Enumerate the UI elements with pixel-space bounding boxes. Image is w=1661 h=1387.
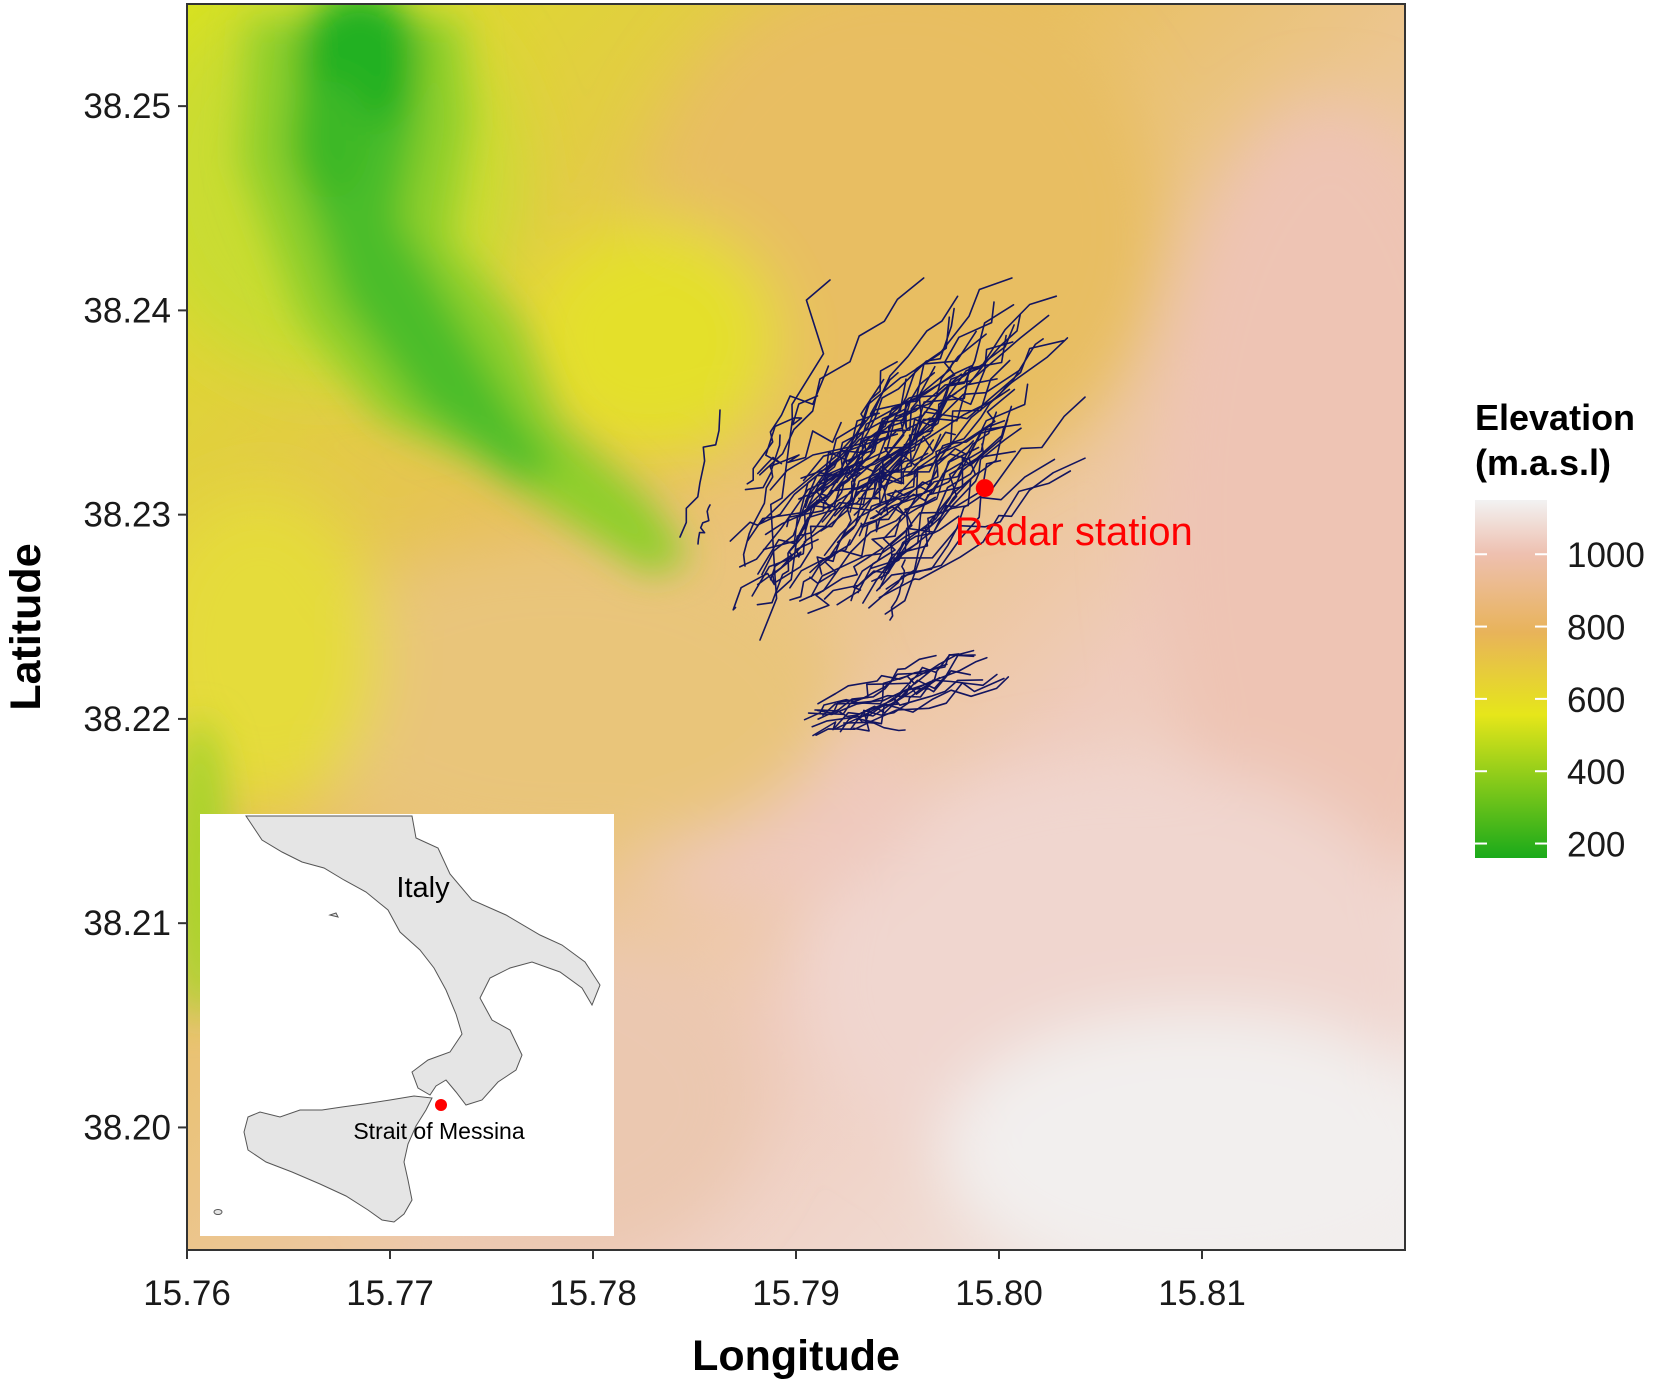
small-island xyxy=(328,912,339,918)
y-axis: 38.20 38.21 38.22 38.23 38.24 38.25 xyxy=(83,87,187,1147)
y-axis-title: Latitude xyxy=(2,543,50,710)
inset-place-label: Strait of Messina xyxy=(353,1118,524,1144)
radar-station-label: Radar station xyxy=(955,510,1193,554)
bird-track xyxy=(830,339,1065,492)
bird-track xyxy=(868,458,1056,609)
y-tick-label: 38.20 xyxy=(83,1108,171,1147)
italy-mainland xyxy=(245,815,601,1106)
sicily xyxy=(243,1095,433,1223)
bird-track xyxy=(801,378,998,515)
legend-title-line1: Elevation xyxy=(1475,397,1635,438)
bird-track xyxy=(858,359,1011,537)
bird-track xyxy=(849,671,938,731)
bird-track xyxy=(697,504,711,545)
bird-track xyxy=(759,277,925,476)
bird-track xyxy=(751,419,938,597)
bird-track xyxy=(760,330,977,524)
bird-track xyxy=(815,677,1005,736)
bird-track xyxy=(817,654,975,705)
bird-track xyxy=(878,439,935,521)
bird-track xyxy=(869,453,969,520)
bird-track xyxy=(889,559,906,621)
bird-track xyxy=(843,656,988,724)
bird-track xyxy=(789,539,851,601)
bird-track xyxy=(836,496,936,606)
bird-track xyxy=(877,301,995,483)
bird-track xyxy=(756,471,861,586)
legend-tick-label: 400 xyxy=(1567,753,1625,792)
x-tick-label: 15.76 xyxy=(143,1274,231,1313)
legend-tick-label: 1000 xyxy=(1567,536,1645,575)
bird-track xyxy=(744,421,842,491)
bird-track xyxy=(816,663,948,715)
bird-track xyxy=(759,279,831,641)
bird-track xyxy=(880,443,985,581)
y-tick-label: 38.22 xyxy=(83,700,171,739)
bird-track xyxy=(742,434,781,567)
y-tick-label: 38.24 xyxy=(83,291,171,330)
bird-track xyxy=(885,383,1029,590)
bird-track xyxy=(804,361,898,509)
bird-track xyxy=(824,361,954,475)
inset-country-label: Italy xyxy=(396,872,450,904)
bird-track xyxy=(802,295,959,482)
bird-track xyxy=(857,440,975,594)
elevation-legend: Elevation (m.a.s.l) 1000 800 600 400 200 xyxy=(1475,397,1645,865)
bird-track xyxy=(757,378,885,575)
bird-track xyxy=(836,307,955,484)
bird-track xyxy=(746,365,830,485)
bird-track xyxy=(809,516,881,585)
bird-track xyxy=(732,538,819,611)
x-tick-label: 15.79 xyxy=(752,1274,840,1313)
legend-tick-label: 200 xyxy=(1567,826,1625,865)
bird-track xyxy=(800,277,1013,479)
y-tick-label: 38.23 xyxy=(83,496,171,535)
legend-tick-label: 600 xyxy=(1567,681,1625,720)
bird-track xyxy=(834,676,1010,730)
bird-track xyxy=(870,459,1002,570)
bird-track xyxy=(822,366,980,511)
bird-track xyxy=(856,653,960,721)
legend-tick-label: 800 xyxy=(1567,609,1625,648)
radar-station-marker xyxy=(975,479,994,498)
bird-track xyxy=(814,709,906,732)
bird-track xyxy=(878,457,1086,599)
bird-track xyxy=(757,395,819,475)
bird-track xyxy=(886,427,1022,567)
y-tick-label: 38.21 xyxy=(83,904,171,943)
x-tick-label: 15.77 xyxy=(346,1274,434,1313)
bird-track xyxy=(860,452,929,529)
bird-track xyxy=(872,388,1016,520)
bird-track xyxy=(679,409,721,538)
x-axis-title: Longitude xyxy=(692,1332,900,1380)
x-axis: 15.76 15.77 15.78 15.79 15.80 15.81 xyxy=(143,1250,1246,1313)
bird-track xyxy=(836,337,1069,544)
bird-track xyxy=(826,295,1058,481)
inset-map: Italy Strait of Messina xyxy=(200,814,614,1236)
bird-track xyxy=(877,419,1006,514)
bird-tracks xyxy=(679,277,1086,737)
x-tick-label: 15.81 xyxy=(1158,1274,1246,1313)
bird-track xyxy=(858,433,942,500)
inset-messina-marker xyxy=(435,1099,447,1111)
legend-colorbar xyxy=(1475,500,1547,858)
legend-title-line2: (m.a.s.l) xyxy=(1475,442,1611,483)
small-island xyxy=(213,1209,223,1215)
bird-track xyxy=(820,402,908,532)
x-tick-label: 15.78 xyxy=(549,1274,637,1313)
y-tick-label: 38.25 xyxy=(83,87,171,126)
x-tick-label: 15.80 xyxy=(955,1274,1043,1313)
bird-track xyxy=(878,396,1086,590)
